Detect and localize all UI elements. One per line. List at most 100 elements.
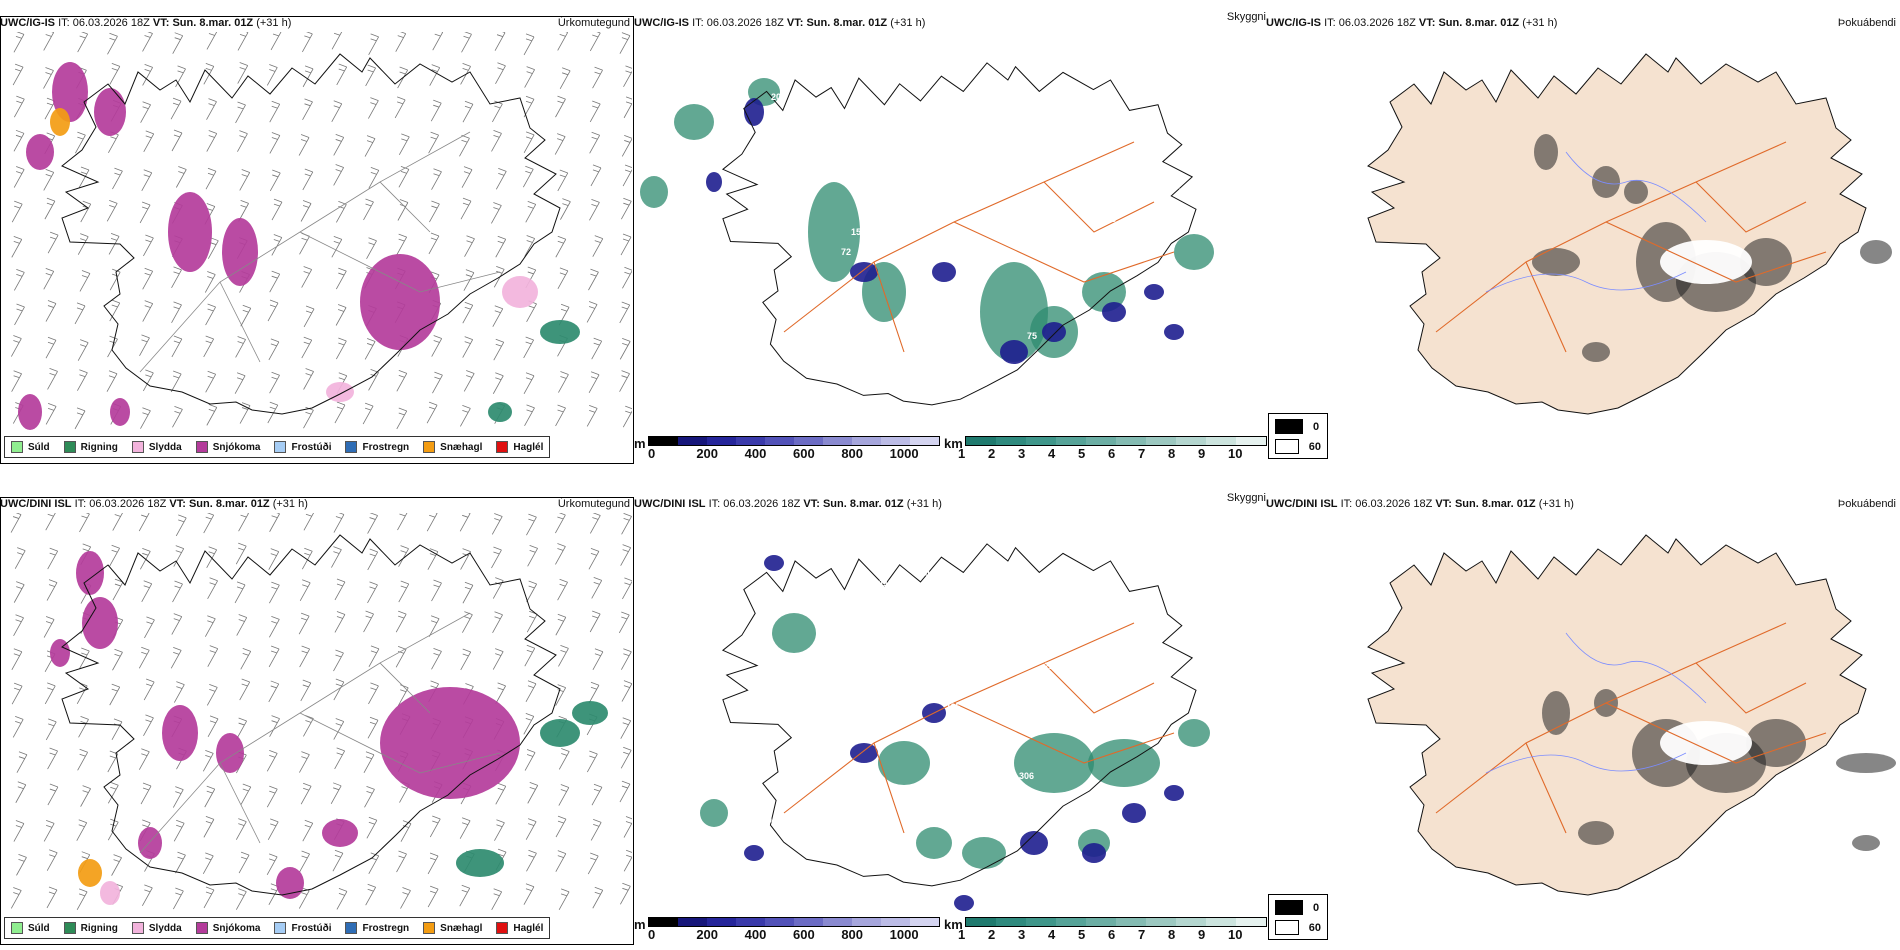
map-frame [0, 497, 634, 945]
colorbar-swatch [880, 437, 910, 445]
wind-barb [203, 62, 215, 85]
legend-swatch [195, 441, 208, 453]
wind-barb [109, 544, 120, 567]
colorbar-swatch [793, 918, 823, 926]
wind-barbs [10, 513, 632, 911]
cloud-area [674, 104, 714, 140]
wind-barb [620, 717, 632, 739]
colorbar-swatch [706, 437, 736, 445]
wind-barb [429, 64, 441, 86]
roads [1435, 622, 1827, 834]
precip-area [216, 733, 244, 773]
legend-label: Snæhagl [440, 922, 483, 934]
fog-map [1367, 534, 1896, 896]
cloud-top-colorbar: km 1 2 3 4 5 6 7 8 9 10 [944, 917, 1267, 942]
cloud-top-swatches [964, 917, 1267, 927]
wind-barb [207, 645, 219, 667]
low-cloud-area [850, 262, 878, 282]
low-cloud-area [744, 845, 764, 861]
colorbar-swatch [1055, 437, 1086, 445]
colorbar-swatch [793, 437, 823, 445]
wind-barb [76, 888, 88, 911]
wind-barb [175, 65, 186, 88]
wind-barb [460, 197, 472, 220]
wind-barb [299, 751, 310, 773]
wind-barb [523, 336, 534, 359]
legend-item: Snjókoma [195, 922, 260, 934]
legend-label: Snæhagl [440, 441, 483, 453]
wind-barb [558, 784, 570, 806]
precip-area [168, 192, 212, 272]
roads [139, 612, 501, 854]
wind-barb [302, 819, 314, 842]
precip-area [110, 398, 130, 426]
fog-index-legend: 0 60 [1268, 413, 1328, 459]
wind-barb [555, 850, 567, 872]
vt-label: VT: [169, 498, 186, 510]
wind-barb [300, 200, 312, 222]
panel-title: UWC/DINI ISL IT: 06.03.2026 18Z VT: Sun.… [0, 497, 308, 511]
cloud-base-unit: m [634, 917, 646, 932]
wind-barb [77, 32, 89, 53]
wind-barb [431, 168, 442, 190]
cloud-base-swatches [647, 436, 940, 446]
wind-barb [235, 542, 247, 565]
wind-barb [139, 201, 151, 224]
wind-barb [589, 198, 600, 221]
legend-swatch [11, 441, 23, 453]
legend-item: Frostregn [345, 441, 409, 453]
wind-barb [333, 134, 345, 156]
wind-barb [494, 819, 505, 841]
legend-item: Slydda [131, 441, 182, 453]
wind-barb [44, 682, 56, 705]
colorbar-swatch [1235, 918, 1266, 926]
colorbar-swatch [677, 437, 707, 445]
wind-barb [368, 166, 380, 189]
roads [783, 622, 1175, 834]
colorbar-tick: 200 [696, 446, 719, 461]
coastline [61, 53, 561, 415]
it-value: 06.03.2026 18Z [1338, 17, 1416, 29]
wind-barb [80, 785, 91, 807]
cloud-area [1178, 719, 1210, 747]
wind-barb [400, 820, 412, 842]
wind-barb [586, 750, 598, 773]
wind-barb [143, 714, 154, 737]
wind-barb [139, 334, 150, 357]
colorbar-swatch [822, 918, 852, 926]
wind-barb [206, 98, 217, 120]
wind-barb [10, 887, 22, 909]
legend-item: Haglél [496, 441, 543, 453]
colorbar-tick: 600 [792, 927, 815, 942]
wind-barb [495, 62, 506, 84]
wind-barb [588, 371, 600, 393]
precip-area [26, 134, 54, 170]
wind-barb [268, 645, 280, 668]
legend-swatch [195, 922, 208, 934]
wind-barb [205, 167, 217, 190]
legend-label: Frostregn [362, 922, 410, 934]
wind-barb [142, 369, 154, 392]
wind-barb [368, 645, 380, 668]
wind-barb [207, 577, 218, 599]
wind-barb [395, 32, 407, 52]
precip-area [222, 218, 258, 286]
precip-type-legend: Súld Rigning Slydda Snjókoma Frostúði Frostre… [4, 917, 551, 939]
cloud-area [1014, 733, 1094, 793]
cloud-top-ticks: 1 2 3 4 5 6 7 8 9 10 [958, 927, 1258, 942]
cloud-base-label: 253 [786, 748, 801, 758]
lead-time: (+31 h) [272, 498, 308, 510]
wind-barb [301, 547, 313, 570]
wind-barb [270, 32, 282, 51]
legend-item: Frostregn [345, 922, 409, 934]
wind-barb [363, 198, 374, 221]
legend-label: Súld [28, 441, 50, 453]
wind-barb [45, 513, 56, 531]
cloud-area [916, 827, 952, 859]
wind-barb [269, 132, 281, 154]
wind-barb [15, 781, 27, 803]
wind-barb [140, 101, 151, 123]
wind-barb [112, 648, 123, 671]
wind-barb [79, 513, 90, 533]
wind-barb [171, 301, 182, 324]
